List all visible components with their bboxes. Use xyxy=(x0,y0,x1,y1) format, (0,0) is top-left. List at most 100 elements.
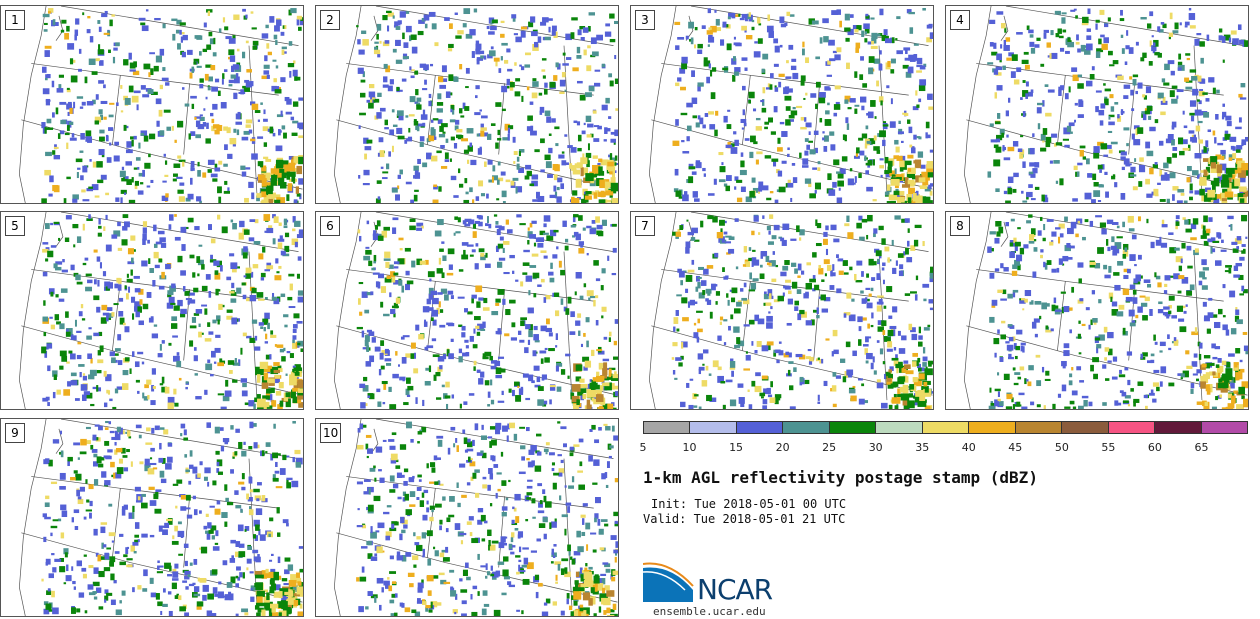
echo-cell xyxy=(812,252,817,258)
echo-cell xyxy=(143,63,151,70)
storm-cell xyxy=(884,156,889,164)
storm-cell xyxy=(1234,365,1239,371)
echo-cell xyxy=(515,395,522,402)
echo-cell xyxy=(916,64,923,68)
echo-cell xyxy=(44,516,51,520)
echo-cell xyxy=(194,116,197,120)
echo-cell xyxy=(1122,288,1130,296)
echo-cell xyxy=(1119,18,1125,22)
echo-cell xyxy=(372,272,380,275)
echo-cell xyxy=(535,237,539,242)
echo-cell xyxy=(180,313,186,318)
echo-cell xyxy=(210,373,214,377)
echo-cell xyxy=(1104,274,1111,279)
echo-cell xyxy=(47,365,51,372)
echo-cell xyxy=(266,265,274,270)
echo-cell xyxy=(745,351,748,354)
echo-cell xyxy=(1096,344,1102,349)
echo-cell xyxy=(527,227,530,231)
echo-cell xyxy=(458,348,463,354)
echo-cell xyxy=(578,248,585,254)
echo-cell xyxy=(143,396,149,401)
echo-cell xyxy=(1240,83,1246,88)
storm-cell xyxy=(912,377,918,383)
echo-cell xyxy=(123,467,129,472)
echo-cell xyxy=(70,335,77,341)
echo-cell xyxy=(700,220,704,228)
echo-cell xyxy=(570,32,575,39)
echo-cell xyxy=(239,220,245,228)
echo-cell xyxy=(83,554,87,557)
echo-cell xyxy=(1116,236,1123,239)
echo-cell xyxy=(416,222,424,227)
echo-cell xyxy=(865,297,868,303)
echo-cell xyxy=(1182,370,1189,378)
echo-cell xyxy=(865,360,869,364)
echo-cell xyxy=(1055,227,1061,230)
echo-cell xyxy=(844,13,850,21)
echo-cell xyxy=(575,320,581,326)
echo-cell xyxy=(1107,130,1113,134)
echo-cell xyxy=(1077,114,1084,118)
storm-cell xyxy=(903,364,911,370)
echo-cell xyxy=(719,219,725,226)
echo-cell xyxy=(374,346,381,352)
echo-cell xyxy=(142,169,145,177)
echo-cell xyxy=(1096,48,1104,53)
storm-cell xyxy=(898,376,906,382)
storm-cell xyxy=(276,197,286,203)
echo-cell xyxy=(459,403,462,409)
echo-cell xyxy=(155,593,160,600)
echo-cell xyxy=(497,177,504,182)
echo-cell xyxy=(441,78,448,82)
echo-cell xyxy=(519,223,526,226)
echo-cell xyxy=(362,385,369,392)
echo-cell xyxy=(1122,400,1129,404)
echo-cell xyxy=(158,109,163,117)
echo-cell xyxy=(448,23,453,29)
echo-cell xyxy=(272,214,276,219)
echo-cell xyxy=(581,130,586,135)
echo-cell xyxy=(490,20,493,25)
echo-cell xyxy=(1168,36,1171,40)
echo-cell xyxy=(1065,50,1070,54)
echo-cell xyxy=(762,215,765,219)
echo-cell xyxy=(1171,98,1178,104)
echo-cell xyxy=(537,242,544,248)
echo-cell xyxy=(538,92,543,96)
echo-cell xyxy=(685,274,693,282)
echo-cell xyxy=(805,57,810,64)
echo-cell xyxy=(572,190,578,196)
echo-cell xyxy=(1169,247,1177,254)
echo-cell xyxy=(1122,221,1126,228)
echo-cell xyxy=(1222,324,1228,331)
echo-cell xyxy=(607,367,610,370)
echo-cell xyxy=(1044,378,1051,381)
echo-cell xyxy=(544,347,548,350)
echo-cell xyxy=(99,345,104,353)
storm-cell xyxy=(1203,195,1211,202)
echo-cell xyxy=(230,219,234,223)
echo-cell xyxy=(795,353,803,358)
echo-cell xyxy=(1153,188,1159,196)
echo-cell xyxy=(243,275,247,278)
echo-cell xyxy=(808,131,811,135)
echo-cell xyxy=(1124,61,1128,66)
storm-cell xyxy=(579,388,587,393)
echo-cell xyxy=(1058,35,1064,39)
echo-cell xyxy=(246,69,252,73)
echo-cell xyxy=(741,57,748,61)
echo-cell xyxy=(282,25,286,29)
echo-cell xyxy=(725,144,733,149)
postage-stamp-panel: 2 xyxy=(315,5,619,204)
echo-cell xyxy=(605,23,611,27)
echo-cell xyxy=(583,122,586,126)
echo-cell xyxy=(549,384,556,391)
echo-cell xyxy=(527,307,534,314)
echo-cell xyxy=(495,221,499,225)
echo-cell xyxy=(1090,319,1093,326)
echo-cell xyxy=(433,185,438,190)
echo-cell xyxy=(72,223,79,229)
echo-cell xyxy=(478,378,484,385)
echo-cell xyxy=(1142,315,1148,321)
